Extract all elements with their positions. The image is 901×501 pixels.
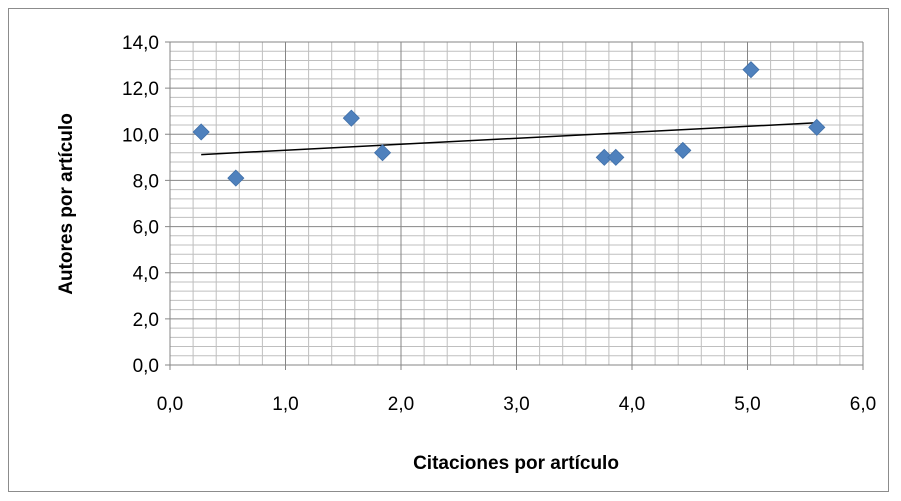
x-tick-label: 4,0	[619, 394, 645, 415]
data-point	[342, 109, 360, 127]
y-tick-label: 12,0	[122, 79, 159, 100]
y-tick-label: 4,0	[133, 264, 159, 285]
y-tick-label: 8,0	[133, 171, 159, 192]
x-tick-label: 1,0	[272, 394, 298, 415]
x-axis-title: Citaciones por artículo	[413, 453, 619, 474]
y-tick-labels: 0,0 2,0 4,0 6,0 8,0 10,0 12,0 14,0	[122, 33, 159, 377]
data-point	[607, 148, 625, 166]
y-tick-label: 0,0	[133, 356, 159, 377]
x-tick-label: 3,0	[503, 394, 529, 415]
x-tick-label: 6,0	[850, 394, 876, 415]
x-tick-label: 2,0	[388, 394, 414, 415]
x-tick-label: 0,0	[157, 394, 183, 415]
y-tick-label: 10,0	[122, 125, 159, 146]
data-points	[192, 61, 826, 187]
major-gridlines	[165, 41, 864, 370]
data-point	[373, 144, 392, 162]
chart-frame	[8, 8, 889, 492]
x-tick-label: 5,0	[734, 394, 760, 415]
data-point	[595, 148, 613, 166]
trendline-group	[201, 122, 817, 156]
data-point	[674, 141, 692, 160]
data-point	[192, 123, 210, 141]
data-point	[742, 61, 760, 79]
x-tick-labels: 0,0 1,0 2,0 3,0 4,0 5,0 6,0	[157, 394, 876, 415]
axes	[169, 42, 863, 366]
data-point	[227, 169, 245, 187]
y-tick-label: 6,0	[133, 218, 159, 239]
y-tick-label: 2,0	[133, 310, 159, 331]
trendline	[201, 122, 817, 156]
y-tick-label: 14,0	[122, 33, 159, 54]
data-point	[808, 118, 826, 136]
y-axis-title: Autores por artículo	[56, 113, 77, 295]
